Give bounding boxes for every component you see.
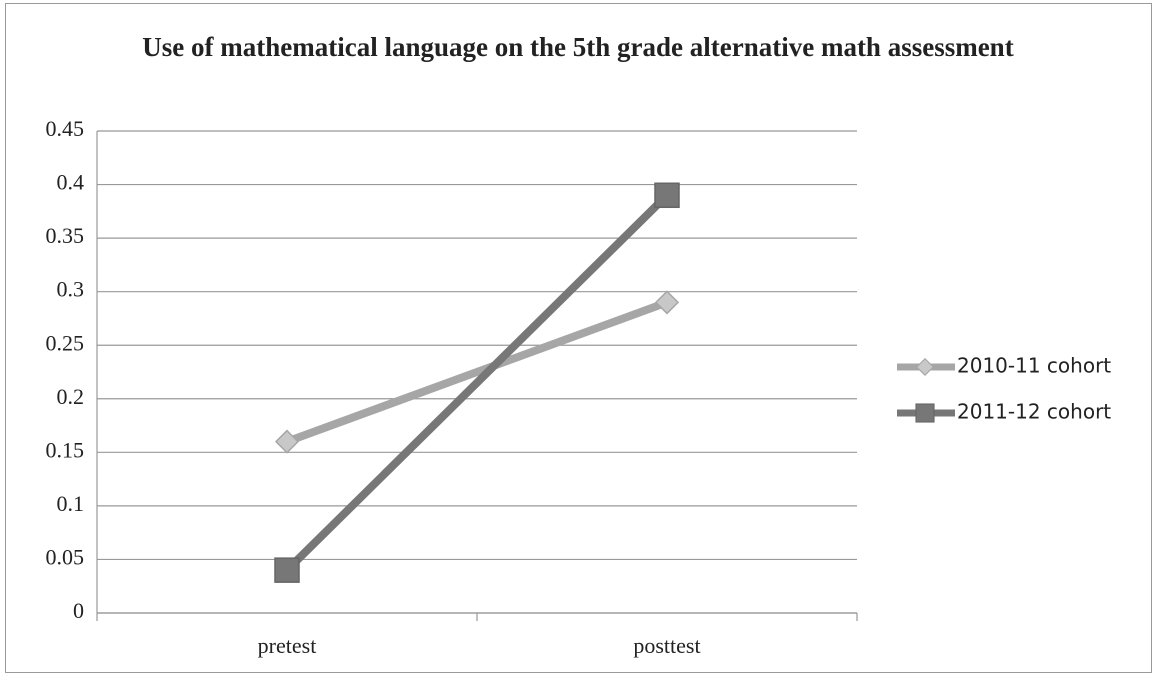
y-tick-label: 0 [73, 598, 84, 623]
y-tick-label: 0.1 [57, 491, 85, 516]
marker [274, 429, 300, 454]
y-tick-label: 0.05 [46, 544, 85, 569]
x-tick-label: posttest [633, 633, 700, 658]
y-tick-label: 0.2 [57, 384, 85, 409]
marker [274, 557, 300, 583]
y-tick-label: 0.45 [46, 116, 85, 141]
chart-border [5, 3, 1152, 673]
y-tick-label: 0.15 [46, 437, 85, 462]
chart-title: Use of mathematical language on the 5th … [142, 32, 1014, 62]
marker [915, 403, 935, 423]
legend-label: 2010-11 cohort [957, 354, 1111, 378]
y-tick-label: 0.25 [46, 330, 85, 355]
x-tick-label: pretest [258, 633, 317, 658]
legend-label: 2011-12 cohort [957, 400, 1111, 424]
marker [654, 182, 680, 209]
series-line [285, 298, 669, 446]
y-tick-label: 0.4 [57, 170, 85, 195]
series-line [284, 192, 670, 574]
marker [654, 290, 680, 315]
y-tick-label: 0.3 [57, 277, 85, 302]
y-tick-label: 0.35 [46, 223, 85, 248]
marker [915, 357, 935, 377]
